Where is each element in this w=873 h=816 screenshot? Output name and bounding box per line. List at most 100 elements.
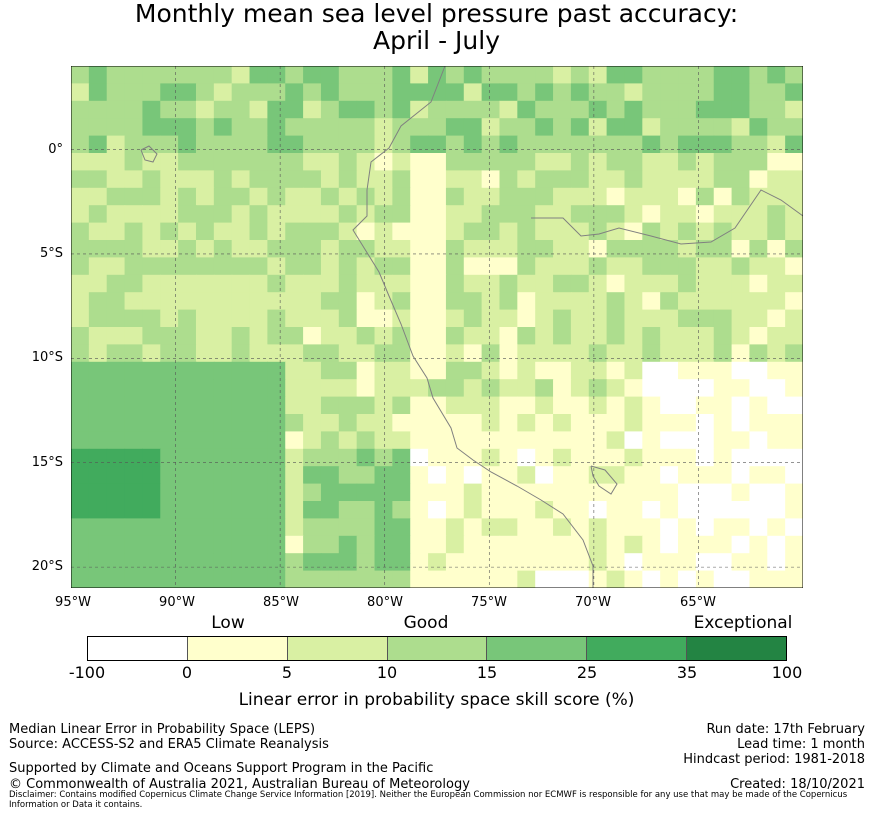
skill-cell [320,466,340,485]
skill-cell [374,222,393,241]
skill-cell [338,414,358,432]
skill-cell [499,431,518,450]
skill-cell [195,535,215,554]
skill-cell [392,344,411,363]
skill-cell [231,344,251,363]
skill-cell [249,187,268,206]
skill-cell [231,466,251,485]
skill-cell [678,379,697,398]
skill-cell [392,466,411,485]
skill-cell [285,535,304,554]
skill-cell [267,222,286,241]
skill-cell [570,553,590,572]
skill-cell [713,240,733,258]
skill-cell [553,361,572,380]
skill-cell [517,327,536,345]
skill-cell [678,66,697,84]
skill-cell [231,187,251,206]
skill-cell [106,344,126,363]
skill-cell [231,379,251,398]
skill-cell [731,83,751,102]
skill-cell [499,292,518,311]
skill-cell [678,448,697,467]
skill-cell [356,274,376,293]
skill-cell [695,292,715,311]
skill-cell [303,118,322,137]
skill-cell [553,483,572,502]
skill-cell [570,501,590,519]
skill-cell [767,327,786,345]
skill-cell [570,135,590,154]
skill-cell [445,483,465,502]
skill-cell [267,309,286,328]
skill-cell [785,83,803,102]
skill-cell [731,518,751,537]
colorbar-tick: 35 [676,663,698,682]
skill-cell [213,535,233,554]
skill-cell [642,361,661,380]
skill-cell [338,240,358,258]
skill-cell [178,135,197,154]
skill-cell [213,466,233,485]
skill-cell [320,570,340,588]
skill-cell [463,257,483,276]
skill-cell [374,570,393,588]
skill-cell [606,66,626,84]
skill-cell [481,431,501,450]
skill-cell [535,327,554,345]
colorbar-segment [687,637,787,660]
lon-label-70w: 70°W [575,595,611,610]
skill-cell [106,83,126,102]
skill-cell [285,553,304,572]
skill-cell [178,153,197,171]
skill-cell [499,396,518,415]
skill-cell [660,501,679,519]
skill-cell [445,135,465,154]
skill-cell [106,361,126,380]
skill-cell [463,292,483,311]
skill-cell [731,414,751,432]
skill-cell [124,431,144,450]
skill-cell [106,327,126,345]
skill-cell [124,205,144,224]
skill-cell [499,501,518,519]
skill-cell [624,396,643,415]
skill-cell [767,535,786,554]
skill-cell [231,66,251,84]
skill-cell [731,483,751,502]
skill-cell [660,344,679,363]
skill-cell [535,518,554,537]
skill-cell [428,379,447,398]
lon-label-80w: 80°W [367,595,403,610]
skill-cell [428,118,447,137]
skill-cell [303,274,322,293]
skill-cell [195,344,215,363]
skill-cell [570,414,590,432]
skill-cell [178,518,197,537]
skill-cell [410,535,429,554]
skill-cell [785,448,803,467]
skill-cell [499,414,518,432]
skill-cell [713,448,733,467]
skill-cell [463,222,483,241]
skill-cell [106,414,126,432]
skill-cell [88,396,108,415]
skill-cell [267,570,286,588]
skill-cell [785,344,803,363]
skill-cell [303,66,322,84]
skill-cell [88,361,108,380]
skill-cell [767,448,786,467]
skill-cell [285,118,304,137]
skill-cell [606,135,626,154]
skill-cell [785,361,803,380]
skill-cell [88,170,108,189]
skill-cell [588,535,608,554]
skill-cell [553,153,572,171]
skill-cell [374,396,393,415]
skill-cell [249,483,268,502]
skill-cell [303,501,322,519]
skill-cell [767,344,786,363]
skill-cell [535,153,554,171]
skill-cell [695,222,715,241]
skill-cell [195,553,215,572]
